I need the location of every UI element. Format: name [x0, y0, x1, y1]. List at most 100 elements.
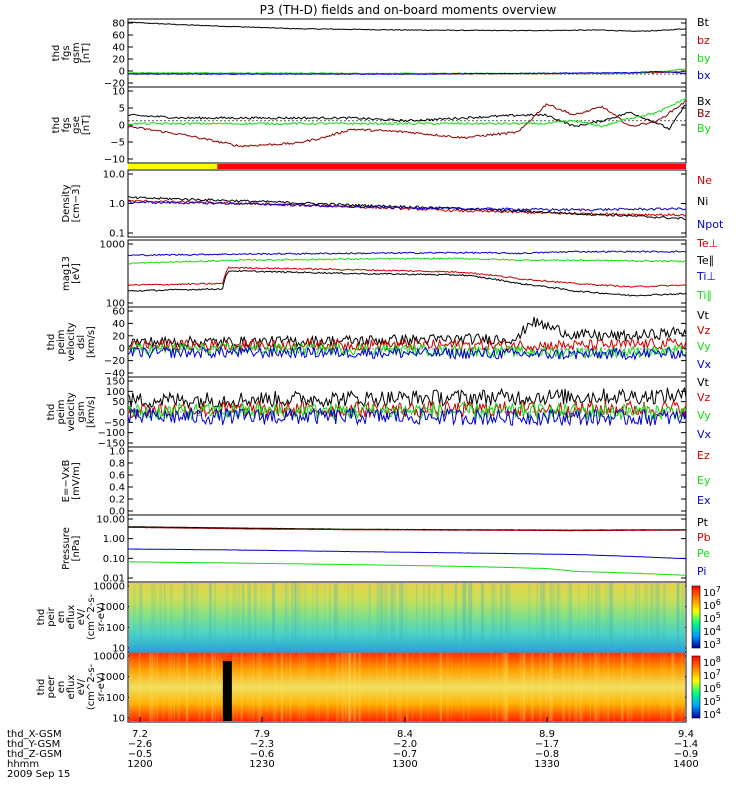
y-axis-label: thd	[51, 45, 62, 62]
legend-entry: Vt	[697, 376, 710, 389]
spectrogram-streak	[509, 583, 511, 651]
spectrogram-streak	[500, 583, 504, 651]
y-tick-label: 0	[119, 408, 125, 419]
spectrogram-streak	[235, 653, 238, 721]
spectrogram-streak	[265, 653, 268, 721]
legend-entry: Vt	[697, 309, 710, 322]
spectrogram-streak	[294, 583, 297, 651]
spectrogram-streak	[405, 583, 408, 651]
panel-peer-spectrogram: thd peer en eflux eV/(cm^2-s-sr-eV) 10000 1000…	[36, 651, 721, 725]
spectrogram-streak	[540, 583, 543, 651]
spectrogram-streak	[645, 583, 648, 651]
colorbar-exponent: 4	[716, 707, 721, 716]
spectrogram-streak	[579, 653, 582, 721]
spectrogram-streak	[162, 653, 165, 721]
series-line-Bx	[127, 104, 687, 131]
spectrogram-streak	[462, 653, 465, 721]
spectrogram-streak	[593, 653, 597, 721]
ephemeris-table: thd_X-GSMthd_Y-GSMthd_Z-GSMhhmm7.2−2.6−0…	[7, 717, 699, 780]
colorbar-tick-label: 105	[703, 611, 721, 625]
series-line-Te∥	[127, 269, 687, 297]
legend-entry: Vz	[697, 324, 711, 337]
spectrogram-streak	[351, 583, 354, 651]
spectrogram-streak	[191, 583, 193, 651]
spectrogram-streak	[259, 653, 262, 721]
spectrogram-streak	[401, 583, 404, 651]
y-axis-label: peim	[56, 329, 67, 354]
spectrogram-streak	[247, 653, 249, 721]
y-tick-label: 40	[112, 43, 125, 54]
spectrogram-streak	[185, 653, 188, 721]
spectrogram-streak	[159, 583, 162, 651]
y-axis-label: [nT]	[81, 115, 92, 135]
y-tick-label: −40	[104, 369, 125, 380]
spectrogram-streak	[569, 583, 572, 651]
spectrogram-streak	[481, 583, 484, 651]
spectrogram-streak	[400, 653, 403, 721]
spectrogram-streak	[376, 583, 379, 651]
spectrogram-streak	[232, 583, 235, 651]
spectrogram-streak	[391, 583, 393, 651]
spectrogram-streak	[296, 583, 299, 651]
spectrogram-streak	[150, 653, 153, 721]
spectrogram-streak	[411, 653, 414, 721]
spectrogram-streak	[603, 653, 605, 721]
spectrogram-streak	[528, 583, 531, 651]
spectrogram-streak	[661, 583, 665, 651]
spectrogram-streak	[551, 653, 554, 721]
spectrogram-streak	[154, 583, 157, 651]
spectrogram-streak	[463, 583, 466, 651]
y-tick-label: −100	[98, 428, 125, 439]
ephemeris-value: 1300	[392, 759, 417, 770]
spectrogram-streak	[336, 583, 338, 651]
spectrogram-streak	[647, 653, 651, 721]
colorbar-tick-label: 107	[703, 585, 721, 599]
y-tick-label: 60	[112, 31, 125, 42]
spectrogram-streak	[173, 653, 175, 721]
colorbar-exponent: 6	[716, 598, 721, 607]
spectrogram-streak	[399, 583, 402, 651]
spectrogram-streak	[210, 583, 213, 651]
spectrogram-streak	[499, 583, 503, 651]
spectrogram-streak	[302, 653, 304, 721]
spectrogram-streak	[333, 583, 337, 651]
y-axis-label: [cm−3]	[71, 185, 82, 223]
spectrogram-streak	[467, 653, 470, 721]
y-axis-label: Pressure	[61, 527, 72, 570]
spectrogram-streak	[217, 653, 219, 721]
y-tick-label: 100	[106, 387, 125, 398]
spectrogram-streak	[300, 583, 302, 651]
spectrogram-streak	[638, 583, 640, 651]
series-line-bx	[127, 70, 687, 75]
spectrogram-streak	[529, 653, 533, 721]
spectrogram-streak	[590, 583, 593, 651]
spectrogram-streak	[556, 583, 559, 651]
ephemeris-value: −1.4	[674, 739, 698, 750]
y-tick-label: 50	[112, 397, 125, 408]
legend-entry: Vx	[697, 428, 712, 441]
ephemeris-label: hhmm	[7, 759, 39, 770]
legend-entry: Te⊥	[696, 237, 718, 250]
spectrogram-streak	[354, 653, 358, 721]
y-axis-label: [nT]	[81, 43, 92, 63]
spectrogram-streak	[353, 653, 355, 721]
spectrogram-streak	[523, 653, 526, 721]
spectrogram-streak	[392, 653, 394, 721]
ephemeris-value: −1.7	[535, 739, 559, 750]
spectrogram-streak	[211, 653, 214, 721]
spectrogram-streak	[284, 583, 287, 651]
spectrogram-streak	[240, 653, 243, 721]
spectrogram-streak	[336, 583, 339, 651]
y-tick-label: 1.0	[109, 199, 125, 210]
y-axis-label: velocity	[66, 392, 77, 431]
spectrogram-streak	[462, 583, 465, 651]
y-tick-label: 0.8	[109, 459, 125, 470]
spectrogram-streak	[157, 653, 159, 721]
spectrogram-streak	[378, 583, 381, 651]
y-tick-label: 5	[119, 104, 125, 115]
spectrogram-streak	[605, 583, 608, 651]
spectrogram-streak	[611, 583, 614, 651]
y-axis-label: fgs	[61, 117, 72, 132]
